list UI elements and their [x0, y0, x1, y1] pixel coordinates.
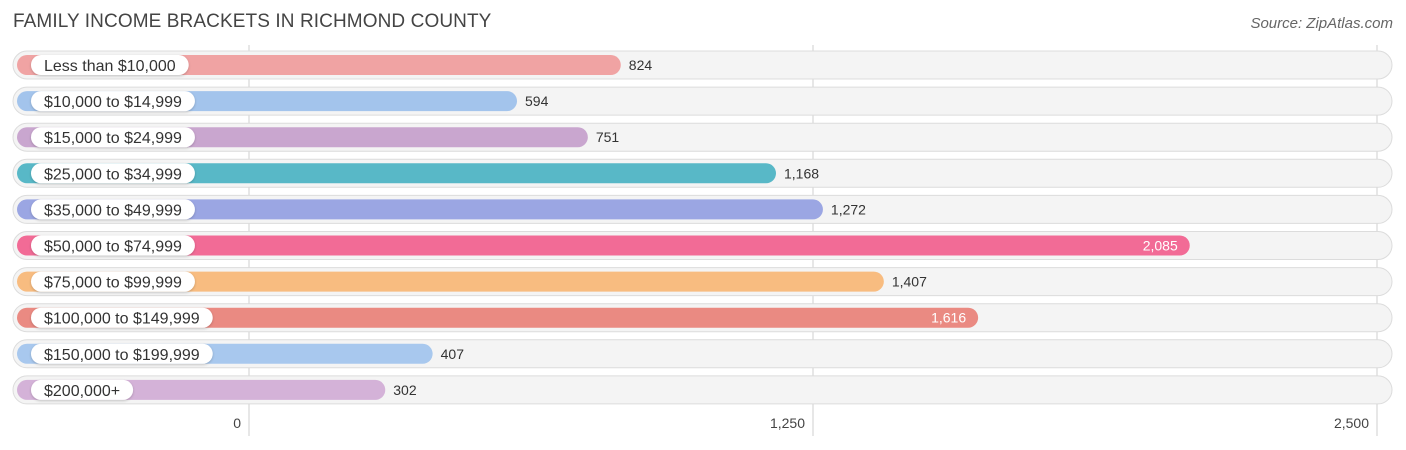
value-label: 2,085 — [1143, 238, 1178, 254]
bar — [17, 271, 884, 292]
bar-row: $75,000 to $99,999 1,407 — [12, 267, 1393, 297]
bar-rows: Less than $10,000 824 $10,000 to $14,999 59… — [12, 50, 1393, 405]
category-pill — [31, 91, 195, 112]
category-pill — [31, 343, 213, 364]
bar — [17, 199, 823, 220]
value-label: 1,407 — [892, 274, 927, 290]
category-pill — [31, 55, 189, 75]
bar-row: $50,000 to $74,999 2,085 — [12, 231, 1393, 260]
category-label: $200,000+ — [44, 383, 120, 400]
value-label: 407 — [441, 346, 465, 362]
category-pill — [31, 127, 195, 148]
category-pill — [31, 271, 195, 292]
bar-row: $200,000+ 302 — [12, 375, 1393, 405]
bar-row: $10,000 to $14,999 594 — [12, 86, 1393, 116]
bar — [17, 307, 979, 328]
category-label: $10,000 to $14,999 — [44, 94, 182, 111]
value-label: 594 — [525, 93, 549, 109]
category-pill — [31, 379, 134, 400]
tick-label: 1,250 — [770, 415, 805, 431]
bar-row: $25,000 to $34,999 1,168 — [12, 158, 1393, 188]
bar — [17, 163, 777, 184]
bar-row: $150,000 to $199,999 407 — [12, 339, 1393, 369]
tick-label: 2,500 — [1334, 415, 1369, 431]
value-label: 1,616 — [931, 310, 966, 326]
category-label: $35,000 to $49,999 — [44, 202, 182, 219]
bar-row: $15,000 to $24,999 751 — [12, 122, 1393, 152]
tick-label: 0 — [233, 415, 241, 431]
category-label: $150,000 to $199,999 — [44, 347, 200, 364]
category-label: $15,000 to $24,999 — [44, 130, 182, 147]
category-pill — [31, 199, 195, 220]
category-pill — [31, 163, 195, 184]
x-axis-ticks: 0 1,250 2,500 — [233, 415, 1369, 431]
chart-title: FAMILY INCOME BRACKETS IN RICHMOND COUNT… — [13, 11, 492, 32]
value-label: 751 — [596, 129, 620, 145]
category-label: $50,000 to $74,999 — [44, 239, 182, 256]
category-pill — [31, 307, 213, 328]
value-label: 1,168 — [784, 165, 819, 181]
bar — [17, 235, 1190, 256]
category-label: $75,000 to $99,999 — [44, 275, 182, 292]
category-label: $25,000 to $34,999 — [44, 166, 182, 183]
category-label: Less than $10,000 — [44, 58, 176, 75]
value-label: 824 — [629, 57, 653, 73]
bar-row: $100,000 to $149,999 1,616 — [12, 303, 1393, 333]
category-pill — [31, 235, 195, 256]
value-label: 1,272 — [831, 201, 866, 217]
bar-row: $35,000 to $49,999 1,272 — [12, 194, 1393, 224]
category-label: $100,000 to $149,999 — [44, 311, 200, 328]
bar-row: Less than $10,000 824 — [12, 50, 1393, 80]
chart-source: Source: ZipAtlas.com — [1250, 15, 1393, 32]
value-label: 302 — [393, 382, 417, 398]
